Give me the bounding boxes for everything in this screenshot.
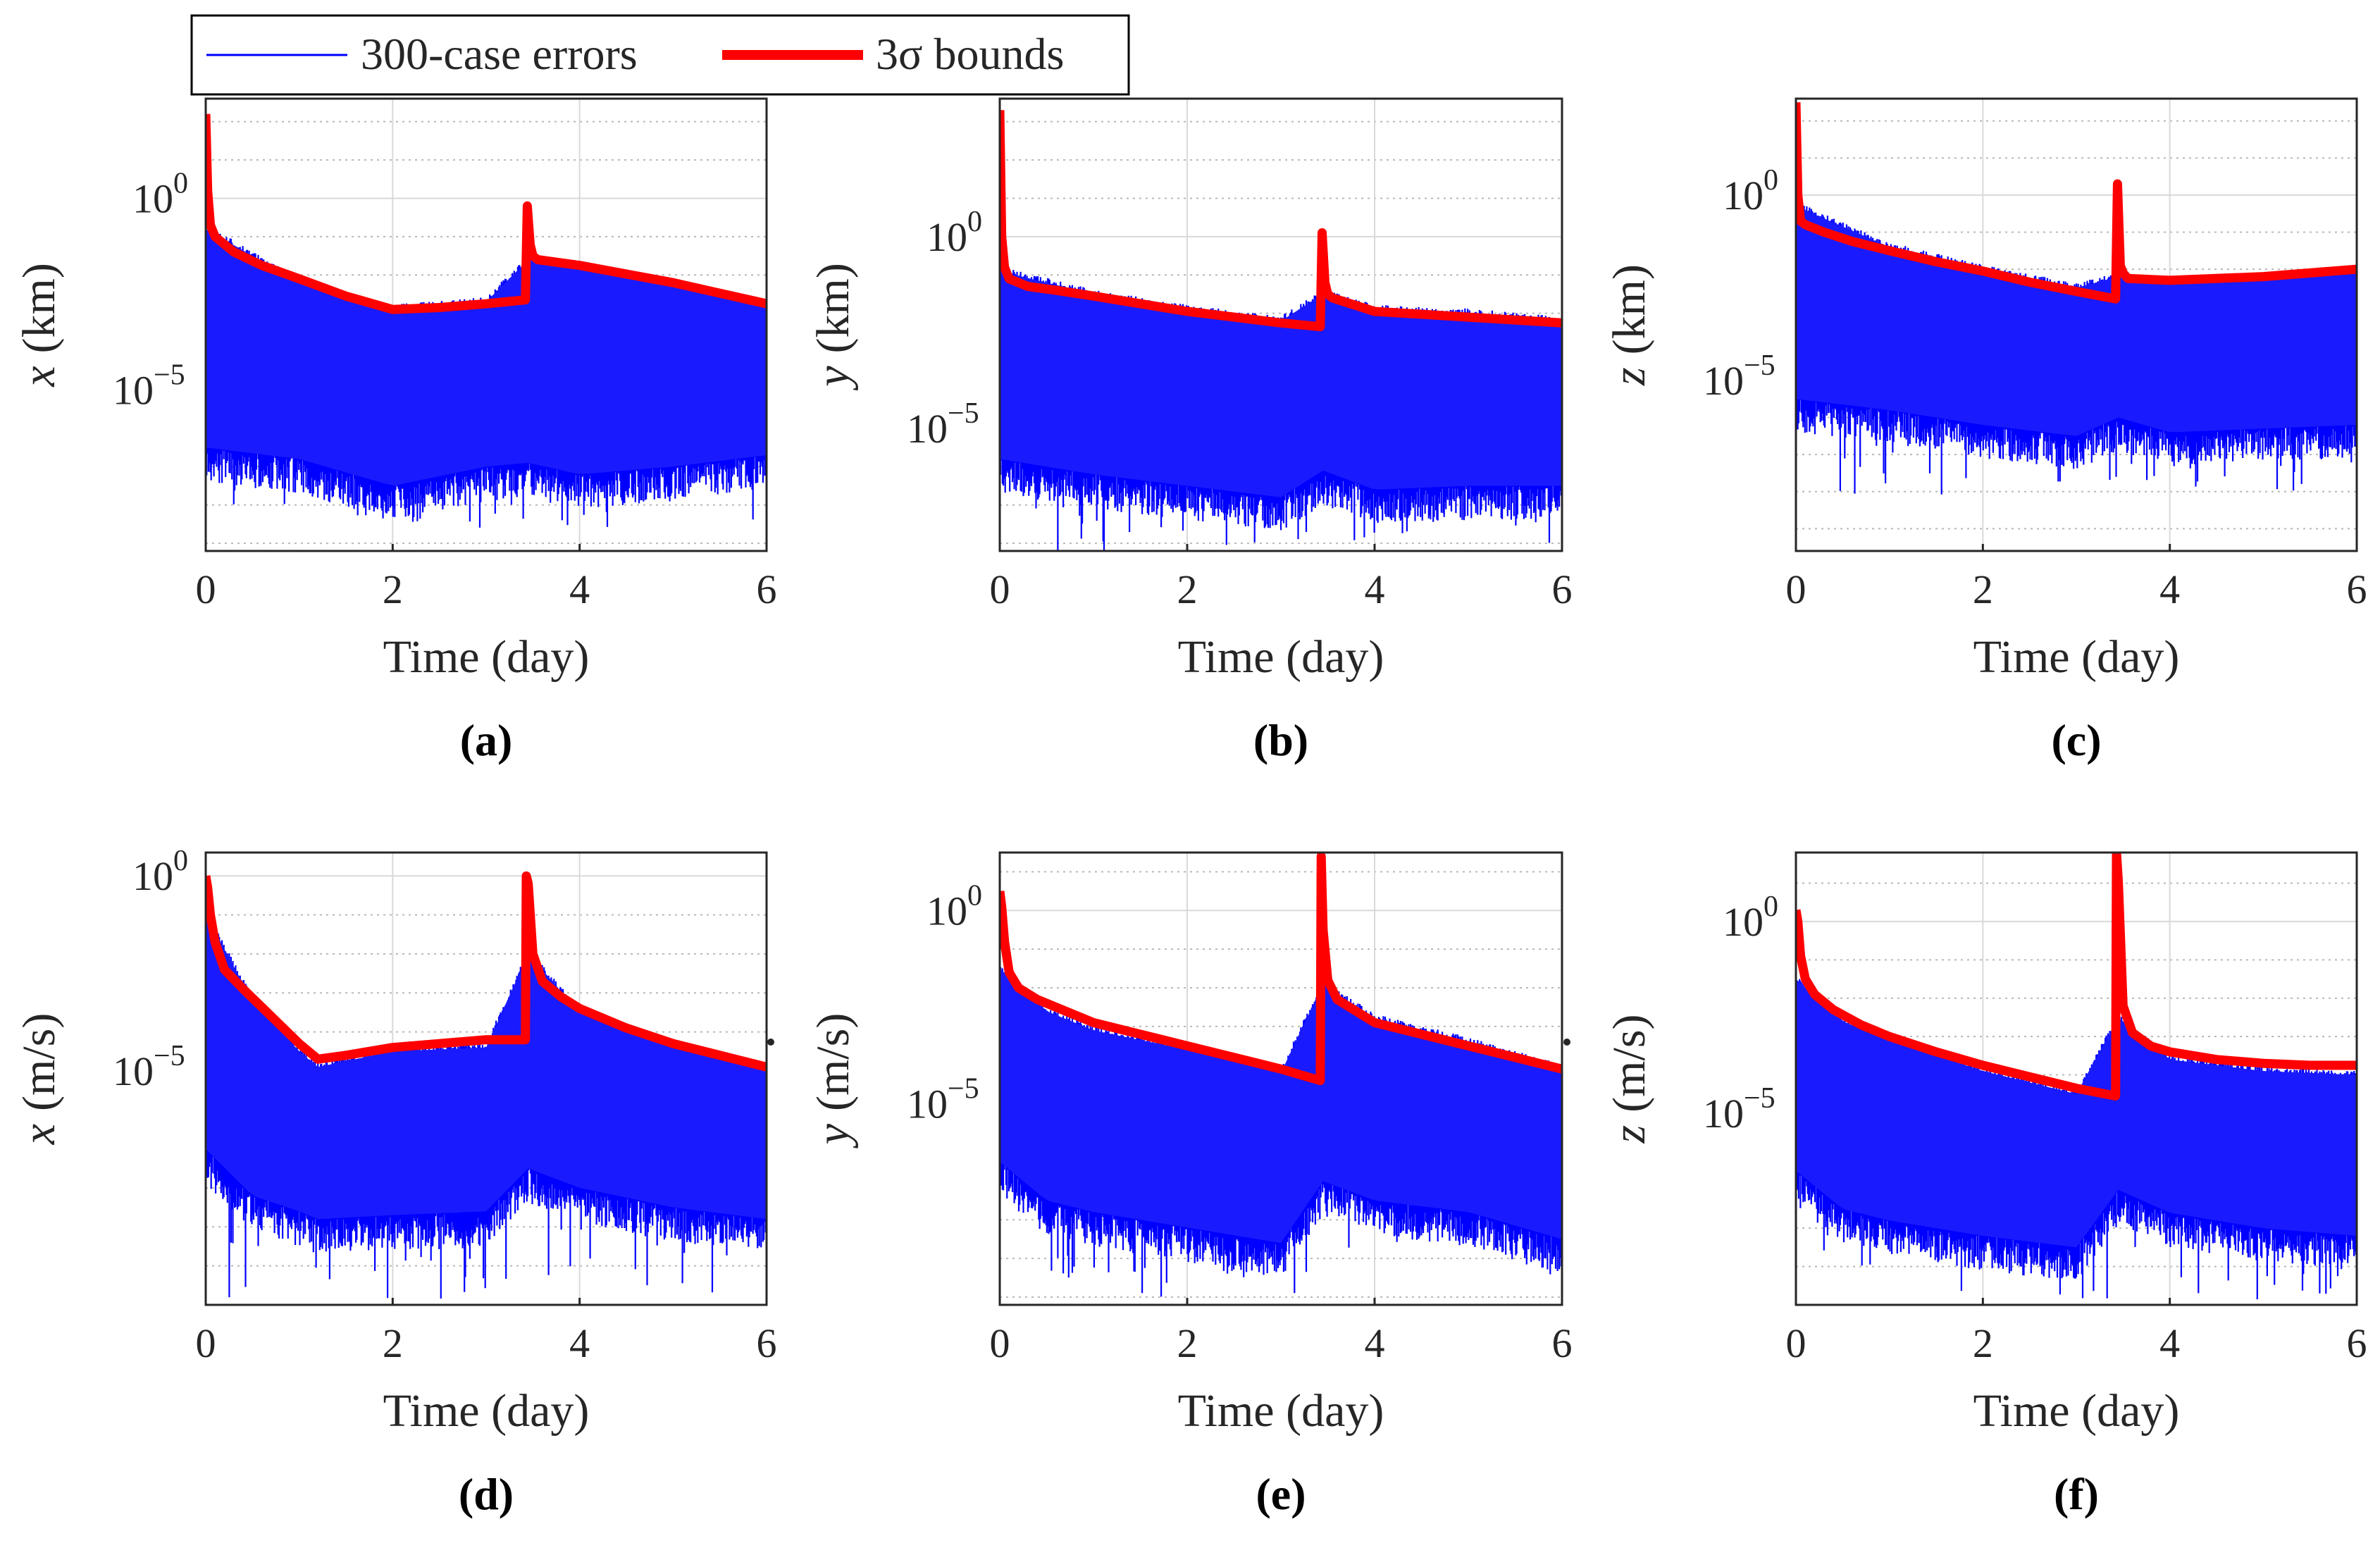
x-tick-label: 2 (1177, 566, 1198, 612)
x-tick-label: 6 (757, 1320, 777, 1366)
x-tick-label: 4 (569, 566, 590, 612)
x-tick-label: 0 (990, 566, 1010, 612)
errors-band-core (206, 915, 767, 1220)
derivative-dot (1563, 1039, 1570, 1046)
axes-frame (204, 851, 768, 1306)
series-layer (206, 871, 767, 1299)
y-tick-label: 100 (132, 845, 188, 899)
axes-frame (998, 97, 1563, 552)
y-axis-label: y(km) (807, 263, 859, 391)
series-layer (1000, 110, 1562, 551)
x-axis-label: Time (day) (1178, 1385, 1384, 1437)
x-tick-label: 6 (2347, 1320, 2367, 1366)
panel-caption: (f) (2054, 1469, 2099, 1519)
x-tick-label: 0 (990, 1320, 1010, 1366)
panel-z-dot: 0 2 4 6 100 10−5 Time (day) z(m/s) (f) (1563, 851, 2367, 1519)
legend-bounds-label: 3σ bounds (876, 29, 1064, 79)
sigma-bound-line (1796, 853, 2357, 1101)
x-tick-label: 2 (1177, 1320, 1198, 1366)
series-layer (1796, 102, 2357, 495)
panel-y: 0 2 4 6 100 10−5 Time (day) y(km) (b) (807, 97, 1573, 765)
y-tick-label: 100 (132, 167, 188, 221)
y-tick-label: 10−5 (113, 1040, 185, 1094)
y-tick-label: 10−5 (907, 397, 979, 452)
y-tick-label: 100 (926, 206, 982, 260)
y-axis-label: z(km) (1604, 264, 1655, 386)
axes-frame (1795, 851, 2358, 1306)
y-tick-label: 10−5 (907, 1073, 979, 1127)
y-tick-label: 100 (926, 879, 982, 934)
y-tick-label: 10−5 (1703, 1082, 1775, 1136)
y-tick-label: 10−5 (1703, 349, 1775, 404)
axes-frame (204, 97, 768, 552)
sigma-bound-line (1796, 102, 2357, 304)
derivative-dot (767, 1039, 774, 1046)
axes-frame (1795, 97, 2358, 552)
x-tick-label: 6 (2347, 566, 2367, 612)
x-tick-label: 0 (1786, 566, 1806, 612)
x-tick-label: 0 (1786, 1320, 1806, 1366)
legend-errors-label: 300-case errors (361, 29, 638, 79)
sigma-bound-line (1000, 110, 1562, 332)
x-axis-label: Time (day) (383, 1385, 590, 1437)
x-tick-label: 0 (196, 566, 216, 612)
panel-caption: (e) (1256, 1469, 1306, 1519)
series-layer (1796, 853, 2357, 1300)
x-axis-label: Time (day) (1973, 631, 2180, 683)
sigma-bound-line (206, 113, 767, 314)
panel-caption: (b) (1253, 715, 1308, 765)
panel-caption: (c) (2051, 715, 2101, 765)
series-layer (1000, 853, 1562, 1297)
panel-x-dot: 0 2 4 6 100 10−5 Time (day) x(m/s) (d) (13, 845, 777, 1519)
y-axis-label: x(km) (13, 263, 65, 388)
x-tick-label: 4 (2159, 566, 2180, 612)
x-tick-label: 4 (1365, 1320, 1385, 1366)
panel-x: 0 2 4 6 100 10−5 Time (day) x(km) (a) (13, 97, 777, 765)
x-tick-label: 4 (1365, 566, 1385, 612)
errors-band-core (1000, 271, 1562, 497)
y-axis-label: y(m/s) (807, 1013, 859, 1149)
sigma-bound-line (206, 871, 767, 1072)
x-tick-label: 2 (1973, 566, 1993, 612)
x-axis-label: Time (day) (1973, 1385, 2180, 1437)
y-tick-label: 10−5 (113, 359, 185, 413)
errors-band-core (206, 228, 767, 485)
x-axis-label: Time (day) (383, 631, 590, 683)
y-axis-label: x(m/s) (13, 1013, 65, 1146)
panel-z: 0 2 4 6 100 10−5 Time (day) z(km) (c) (1604, 97, 2367, 765)
axes-frame (998, 851, 1563, 1306)
y-tick-label: 100 (1723, 891, 1778, 945)
panel-caption: (a) (460, 715, 513, 765)
x-tick-label: 4 (569, 1320, 590, 1366)
x-tick-label: 2 (383, 566, 403, 612)
x-tick-label: 2 (1973, 1320, 1993, 1366)
panel-y-dot: 0 2 4 6 100 10−5 Time (day) y(m/s) (e) (767, 851, 1573, 1519)
x-tick-label: 4 (2159, 1320, 2180, 1366)
x-tick-label: 6 (757, 566, 777, 612)
legend: 300-case errors 3σ bounds (190, 14, 1130, 96)
y-axis-label: z(m/s) (1604, 1014, 1655, 1144)
x-tick-label: 6 (1552, 566, 1573, 612)
panel-caption: (d) (459, 1469, 514, 1519)
x-tick-label: 6 (1552, 1320, 1573, 1366)
y-tick-label: 100 (1723, 164, 1778, 218)
x-axis-label: Time (day) (1178, 631, 1384, 683)
series-layer (206, 113, 767, 528)
errors-band-core (1796, 979, 2357, 1248)
x-tick-label: 0 (196, 1320, 216, 1366)
x-tick-label: 2 (383, 1320, 403, 1366)
sigma-bound-line (1000, 853, 1562, 1086)
